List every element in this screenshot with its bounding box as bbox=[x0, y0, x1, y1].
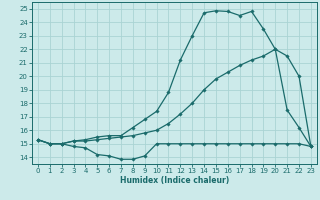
X-axis label: Humidex (Indice chaleur): Humidex (Indice chaleur) bbox=[120, 176, 229, 185]
